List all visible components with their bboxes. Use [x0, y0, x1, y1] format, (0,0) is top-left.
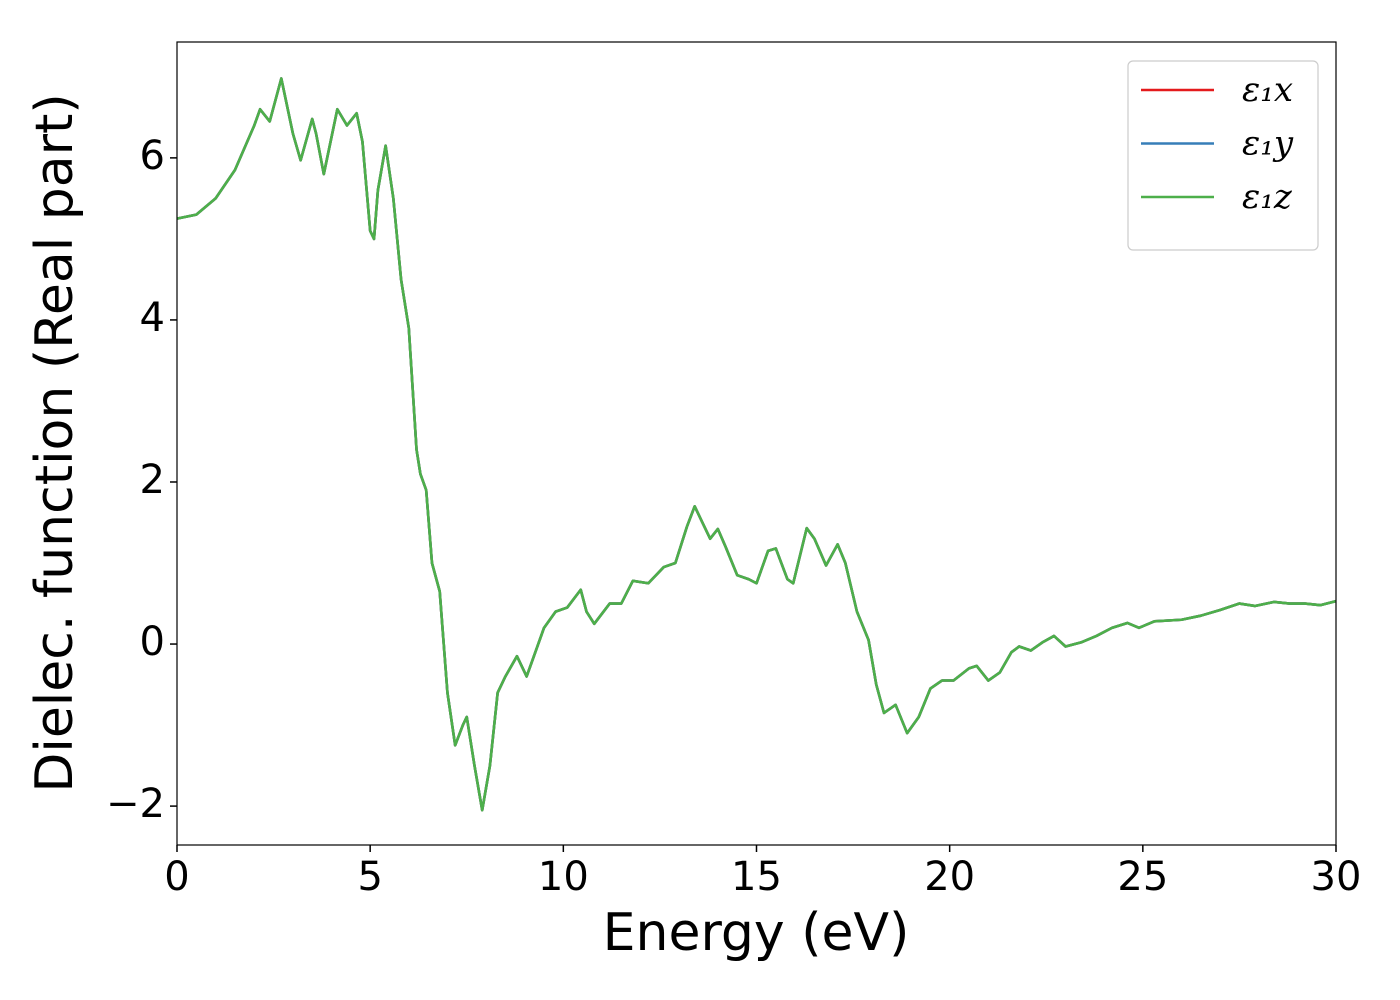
- legend-box: [1127, 60, 1319, 251]
- x-tick-label: 15: [731, 854, 782, 900]
- y-tick-label: 0: [140, 619, 165, 665]
- y-tick-label: 2: [140, 457, 165, 503]
- x-tick-label: 5: [357, 854, 382, 900]
- series-line: [176, 77, 1337, 812]
- y-tick-label: −2: [106, 781, 165, 827]
- y-axis-label: Dielec. function (Real part): [25, 93, 85, 792]
- legend-label: ε₁z: [1242, 177, 1293, 217]
- x-tick-label: 10: [538, 854, 589, 900]
- x-axis-label: Energy (eV): [603, 903, 910, 963]
- x-tick-label: 30: [1311, 854, 1362, 900]
- legend-label: ε₁x: [1242, 70, 1293, 110]
- y-tick-label: 4: [140, 295, 165, 341]
- y-tick-label: 6: [140, 133, 165, 179]
- legend-label: ε₁y: [1242, 124, 1294, 164]
- x-tick-label: 25: [1117, 854, 1168, 900]
- plot-frame: [176, 41, 1337, 846]
- x-tick-label: 20: [924, 854, 975, 900]
- x-tick-label: 0: [164, 854, 189, 900]
